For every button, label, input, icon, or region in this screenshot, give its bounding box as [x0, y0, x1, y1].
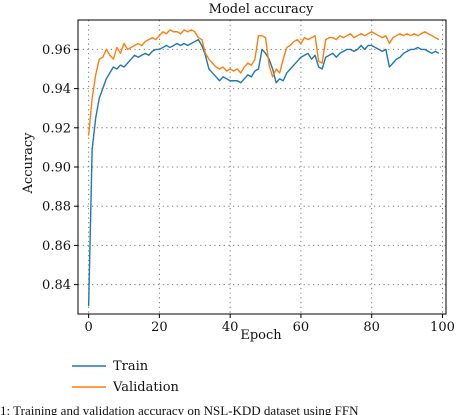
x-tick-label: 40 [222, 320, 239, 335]
legend-label-train: Train [113, 359, 149, 374]
x-tick-label: 0 [84, 320, 92, 335]
y-tick-label: 0.96 [42, 43, 71, 58]
y-tick-label: 0.92 [42, 121, 71, 136]
y-tick-label: 0.88 [42, 200, 71, 215]
grid-lines [78, 20, 446, 314]
y-tick-label: 0.90 [42, 161, 71, 176]
y-tick-label: 0.86 [42, 239, 71, 254]
series-line-validation [87, 29, 440, 136]
chart-title: Model accuracy [209, 2, 314, 17]
accuracy-chart: Model accuracy 0 20 40 60 80 100 0.84 0.86 0.88… [21, 2, 455, 395]
x-tick-label: 20 [151, 320, 168, 335]
x-tick-label: 60 [293, 320, 310, 335]
y-axis-ticks: 0.84 0.86 0.88 0.90 0.92 0.94 0.96 [42, 43, 78, 293]
x-axis-ticks: 0 20 40 60 80 100 [84, 314, 455, 335]
x-tick-label: 100 [430, 320, 455, 335]
series-line-train [87, 38, 440, 307]
x-tick-label: 80 [363, 320, 380, 335]
x-axis-label: Epoch [240, 328, 282, 343]
legend-label-validation: Validation [112, 380, 180, 395]
series-lines [87, 29, 440, 307]
y-axis-label: Accuracy [21, 132, 36, 195]
y-tick-label: 0.94 [42, 82, 71, 97]
legend: Train Validation [72, 359, 180, 395]
y-tick-label: 0.84 [42, 278, 71, 293]
figure-caption: 1: Training and validation accuracy on N… [0, 404, 359, 415]
